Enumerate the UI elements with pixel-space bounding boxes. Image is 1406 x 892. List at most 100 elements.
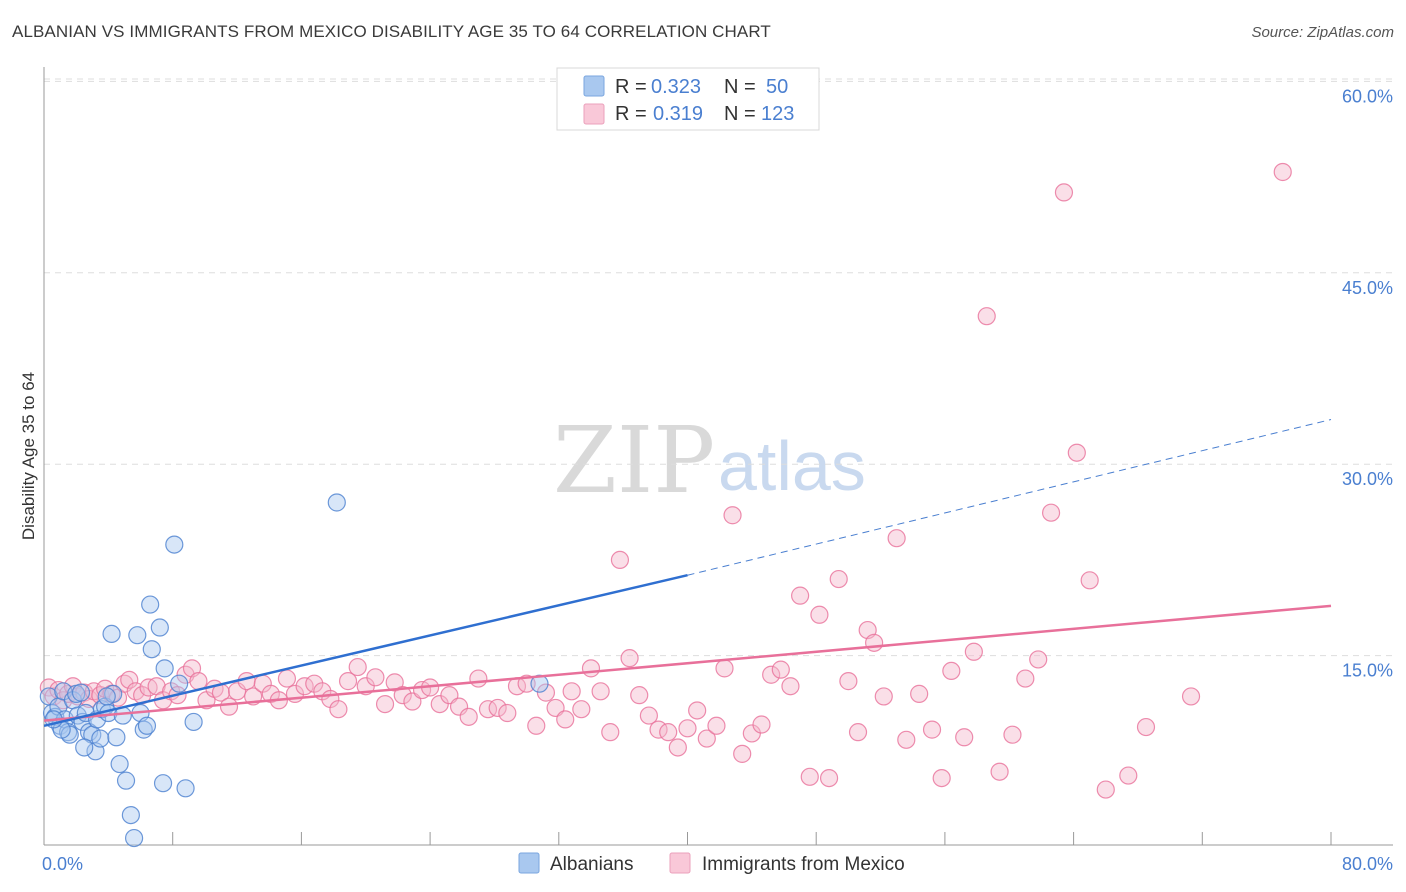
series-mexico-points xyxy=(39,162,1292,799)
albanian-point xyxy=(170,674,189,693)
mexico-point xyxy=(771,660,790,679)
mexico-point xyxy=(932,768,951,788)
albanian-point xyxy=(75,738,94,757)
mexico-point xyxy=(781,677,800,696)
albanian-point xyxy=(142,640,161,659)
mexico-point xyxy=(527,716,546,735)
bottom-legend-swatch-mexico xyxy=(669,852,691,874)
legend-n-value-2: 123 xyxy=(761,103,794,125)
mexico-point xyxy=(601,723,620,742)
mexico-point xyxy=(942,661,961,681)
albanian-point xyxy=(128,626,147,645)
mexico-point xyxy=(639,706,658,725)
albanian-point xyxy=(121,805,140,825)
mexico-point xyxy=(1067,443,1086,462)
mexico-point xyxy=(366,668,385,687)
trend-lines xyxy=(43,419,1332,727)
series-albanians-points xyxy=(39,493,549,848)
albanian-point xyxy=(97,687,116,706)
mexico-point xyxy=(517,674,536,693)
mexico-point xyxy=(752,715,771,734)
watermark-zip: ZIP xyxy=(553,407,715,514)
correlation-legend: R = 0.323 N = 50 R = 0.319 N = 123 xyxy=(556,67,820,131)
mexico-point xyxy=(536,683,556,702)
mexico-point xyxy=(688,701,707,720)
y-tick-label: 45.0% xyxy=(1342,278,1393,298)
trend-line-albanians xyxy=(43,573,688,727)
mexico-point xyxy=(800,767,819,786)
mexico-point xyxy=(459,707,478,726)
series-legend: Albanians Immigrants from Mexico xyxy=(518,852,905,875)
mexico-point xyxy=(1273,162,1292,182)
mexico-point xyxy=(1041,503,1061,522)
mexico-point xyxy=(810,605,829,624)
trend-line-mexico xyxy=(43,604,1332,722)
mexico-point xyxy=(338,672,358,691)
albanian-point xyxy=(150,618,169,637)
albanian-point xyxy=(176,779,195,798)
albanian-point xyxy=(165,535,184,554)
legend-swatch-mexico xyxy=(583,103,605,125)
albanian-point xyxy=(327,493,346,512)
source-attribution: Source: ZipAtlas.com xyxy=(1251,24,1394,41)
mexico-point xyxy=(1080,571,1099,590)
mexico-point xyxy=(348,657,367,677)
legend-r-value-1: 0.323 xyxy=(651,76,701,98)
mexico-point xyxy=(581,659,601,678)
y-tick-labels: 15.0% 30.0% 45.0% 60.0% xyxy=(1342,86,1393,680)
mexico-point xyxy=(723,506,742,525)
mexico-point xyxy=(375,694,395,714)
legend-n-value-1: 50 xyxy=(766,76,788,98)
y-tick-label: 15.0% xyxy=(1342,661,1393,681)
mexico-point xyxy=(1181,687,1201,706)
y-axis-label: Disability Age 35 to 64 xyxy=(19,372,38,540)
mexico-point xyxy=(819,768,839,788)
mexico-point xyxy=(922,720,942,739)
trend-line-albanians-extension xyxy=(687,419,1332,576)
albanian-point xyxy=(153,774,173,793)
mexico-point xyxy=(120,670,139,689)
legend-n-label-2: N = xyxy=(724,103,756,125)
mexico-point xyxy=(1016,669,1035,688)
watermark-atlas: atlas xyxy=(718,427,866,505)
mexico-point xyxy=(977,307,996,326)
albanian-point xyxy=(141,595,160,614)
mexico-point xyxy=(678,719,697,738)
mexico-point xyxy=(715,659,734,678)
mexico-point xyxy=(562,682,581,701)
albanian-point xyxy=(124,828,144,848)
mexico-point xyxy=(469,669,488,688)
mexico-point xyxy=(990,762,1009,781)
mexico-point xyxy=(1096,780,1115,799)
mexico-point xyxy=(498,703,517,723)
legend-n-label-1: N = xyxy=(724,76,756,98)
mexico-point xyxy=(1003,725,1022,744)
mexico-point xyxy=(659,723,678,742)
mexico-point xyxy=(488,698,507,718)
albanian-point xyxy=(91,729,110,748)
mexico-point xyxy=(620,649,639,668)
mexico-point xyxy=(237,672,256,691)
mexico-point xyxy=(219,697,239,716)
mexico-point xyxy=(393,686,412,705)
albanian-point xyxy=(107,728,126,747)
albanian-point xyxy=(116,771,136,790)
legend-r-label-2: R = xyxy=(615,103,647,125)
mexico-point xyxy=(848,723,868,742)
mexico-point xyxy=(865,633,884,652)
albanian-point xyxy=(137,716,157,735)
mexico-point xyxy=(733,744,752,763)
mexico-point xyxy=(762,665,781,684)
mexico-point xyxy=(556,710,575,729)
mexico-point xyxy=(1029,650,1048,669)
mexico-point xyxy=(910,684,929,703)
chart-title: ALBANIAN VS IMMIGRANTS FROM MEXICO DISAB… xyxy=(12,22,771,41)
mexico-point xyxy=(668,738,687,757)
x-tick-label-right: 80.0% xyxy=(1342,854,1393,874)
mexico-point xyxy=(1119,766,1138,785)
y-tick-label: 30.0% xyxy=(1342,469,1393,489)
albanian-point xyxy=(102,624,121,644)
mexico-point xyxy=(1136,717,1156,737)
albanian-point xyxy=(184,712,203,732)
